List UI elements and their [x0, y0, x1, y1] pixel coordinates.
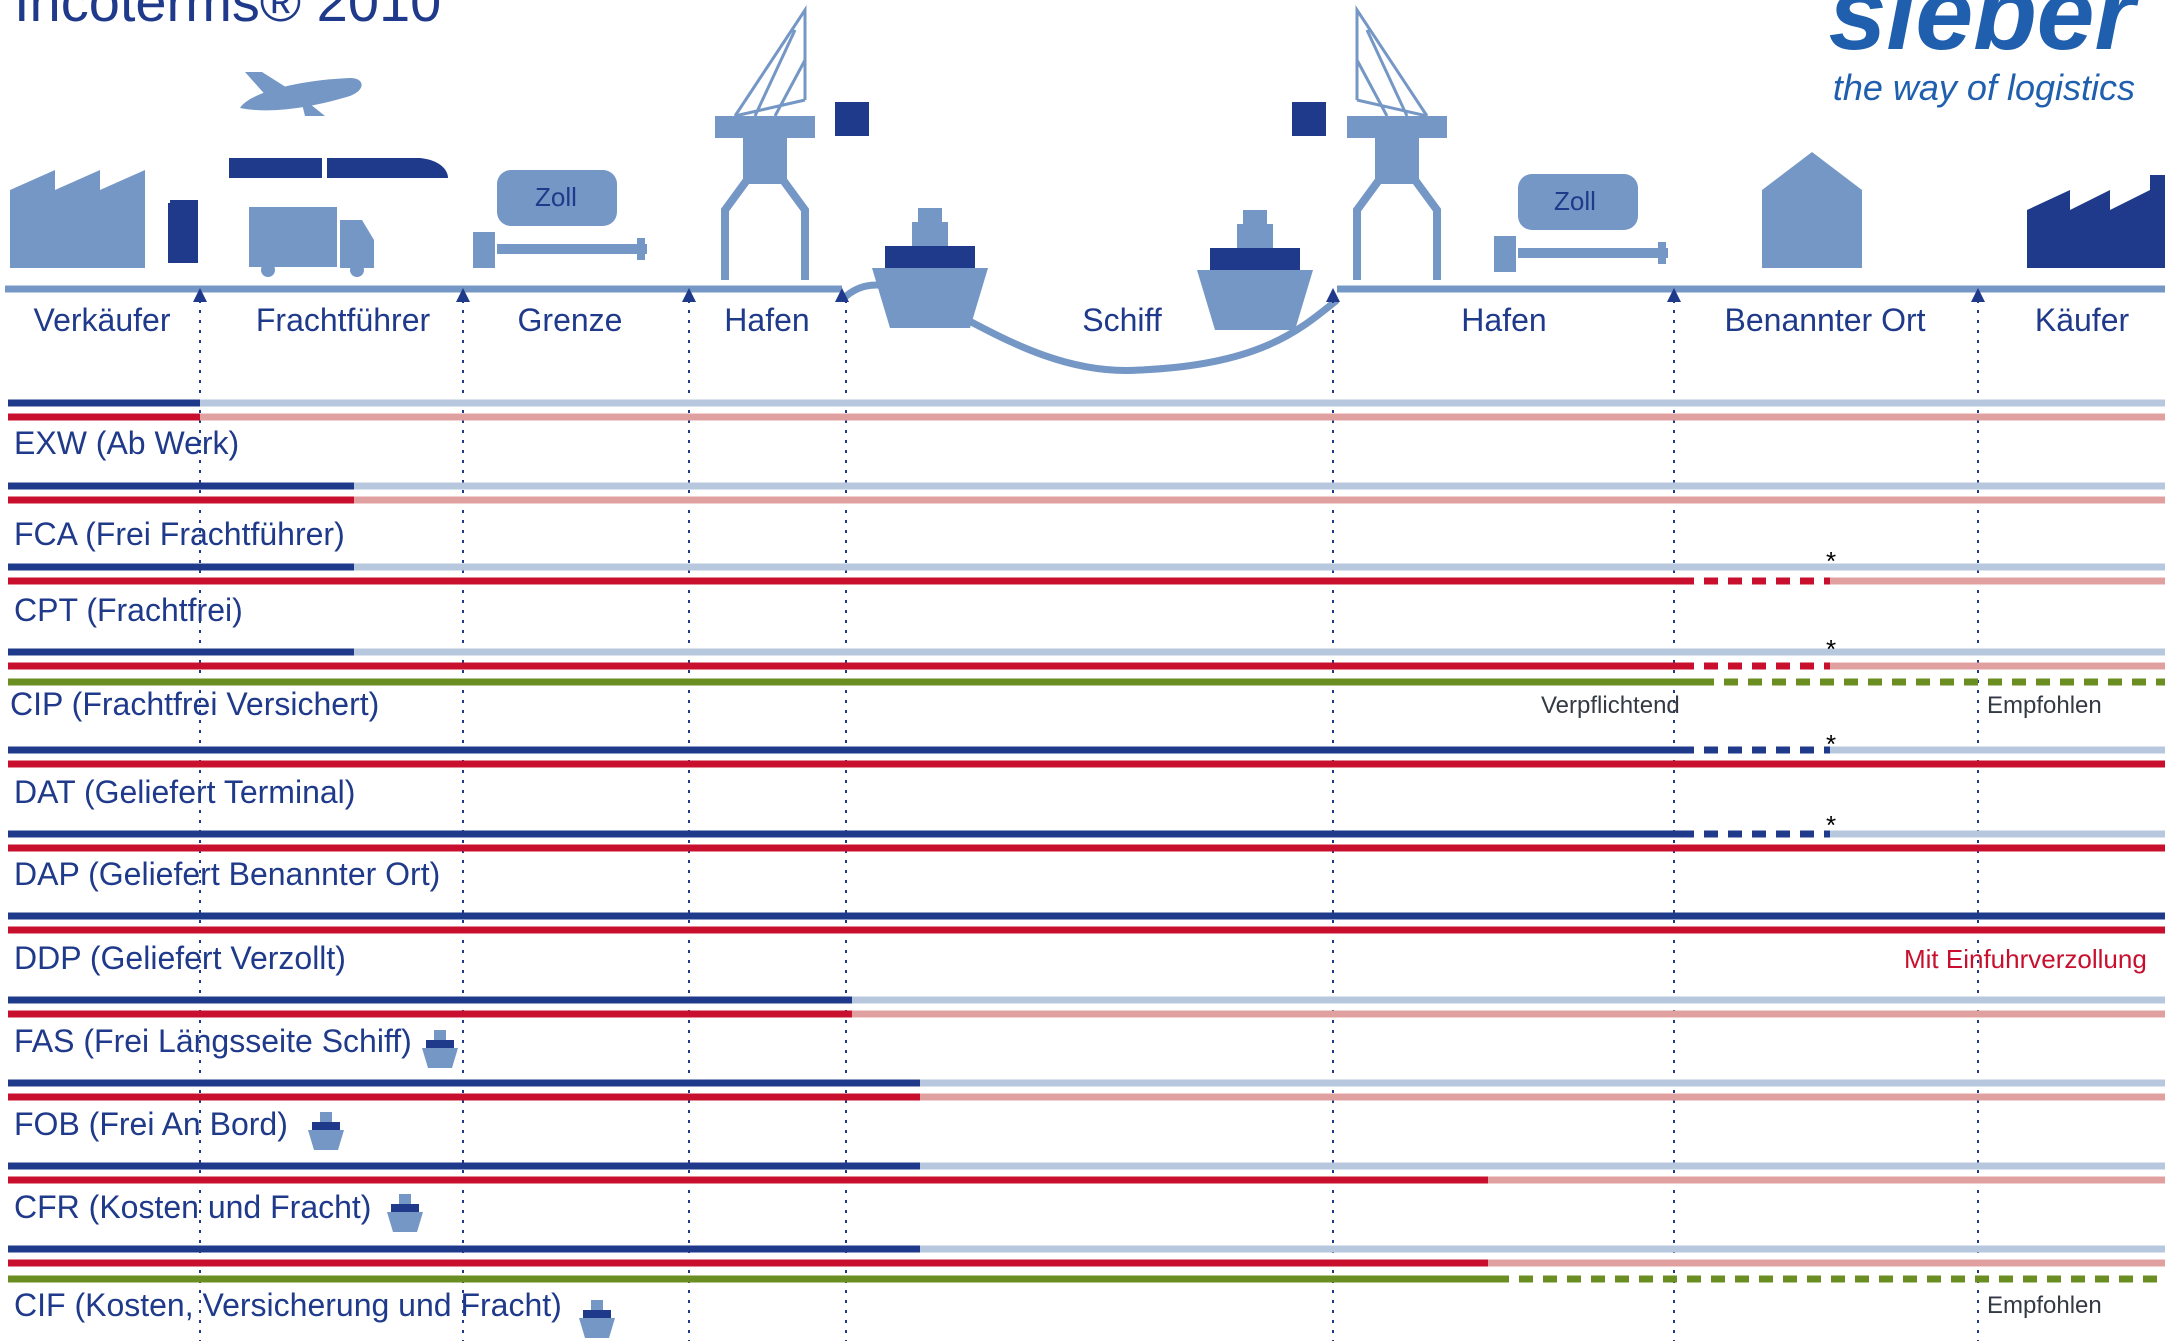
term-label-exw: EXW (Ab Werk) [14, 425, 240, 461]
airplane-icon [240, 72, 362, 116]
ship-small-fas-icon-containers [426, 1040, 454, 1048]
term-label-dat: DAT (Geliefert Terminal) [14, 774, 356, 810]
customs-booth-icon-export [497, 170, 617, 226]
term-label-cif: CIF (Kosten, Versicherung und Fracht) [14, 1287, 562, 1323]
ship-left-icon-bridge [912, 222, 948, 246]
customs-booth-icon-import [1518, 174, 1638, 230]
asterisk-dat: * [1826, 729, 1837, 759]
crane-part [1347, 116, 1447, 138]
barrier-arm-icon-import [1518, 248, 1668, 258]
cargo-box-icon [170, 200, 198, 228]
barrier-end-icon-export [637, 238, 645, 260]
truck-icon [249, 207, 337, 267]
crane-part [1292, 102, 1326, 136]
zone-label-port-destination: Hafen [1461, 302, 1547, 338]
crane-icon [715, 5, 869, 280]
arrow-marker-icon [193, 288, 207, 302]
ship-small-fas-icon-hull [422, 1048, 458, 1068]
barrier-arm-icon-export [497, 244, 647, 254]
barrier-end-icon-import [1658, 242, 1666, 264]
page-title: Incoterms® 2010 [14, 0, 442, 33]
term-label-fas: FAS (Frei Längsseite Schiff) [14, 1023, 412, 1059]
note-empfohlen-cif: Empfohlen [1987, 1292, 2102, 1319]
train-engine-icon [327, 158, 448, 178]
brand-name: sieber [1828, 0, 2135, 72]
arrow-marker-icon [1326, 288, 1340, 302]
ship-small-cfr-icon-containers [391, 1204, 419, 1212]
term-label-cfr: CFR (Kosten und Fracht) [14, 1189, 372, 1225]
zone-label-buyer: Käufer [2034, 302, 2130, 338]
note-import-clearance: Mit Einfuhrverzollung [1904, 944, 2147, 974]
ship-small-cif-icon-bridge [591, 1300, 603, 1310]
ship-left-icon-funnel [918, 208, 942, 222]
ship-small-fob-icon-bridge [320, 1112, 332, 1122]
crane-part [733, 5, 807, 118]
customs-label-export: Zoll [535, 182, 577, 212]
term-label-cip: CIP (Frachtfrei Versichert) [10, 686, 380, 722]
brand-logo: sieber the way of logistics [1829, 0, 2135, 106]
customs-label-import: Zoll [1554, 186, 1596, 216]
ship-small-cif-icon-hull [579, 1318, 615, 1338]
term-label-dap: DAP (Geliefert Benannter Ort) [14, 856, 441, 892]
note-empfohlen-cip: Empfohlen [1987, 692, 2102, 719]
house-named-place-icon [1762, 152, 1862, 268]
note-verpflichtend: Verpflichtend [1541, 692, 1680, 719]
term-label-cpt: CPT (Frachtfrei) [14, 592, 243, 628]
crane-part [743, 138, 787, 182]
zone-label-port-origin: Hafen [724, 302, 810, 338]
zone-label-carrier: Frachtführer [255, 302, 431, 338]
zone-label-named-place: Benannter Ort [1724, 302, 1926, 338]
ship-right-icon-funnel [1243, 210, 1267, 224]
term-label-ddp: DDP (Geliefert Verzollt) [14, 940, 346, 976]
crane-part [835, 102, 869, 136]
brand-tagline: the way of logistics [1832, 67, 2135, 108]
ship-right-icon-containers [1210, 248, 1300, 270]
ship-right-icon-bridge [1237, 224, 1273, 248]
factory-buyer-icon [2027, 175, 2165, 268]
truck-wheel-icon [261, 263, 275, 277]
arrow-marker-icon [1667, 288, 1681, 302]
term-label-fob: FOB (Frei An Bord) [14, 1106, 288, 1142]
crane-icon [1292, 5, 1447, 280]
ship-small-fob-icon-hull [308, 1130, 344, 1150]
arrow-marker-icon [682, 288, 696, 302]
train-car-icon [229, 158, 322, 178]
zone-label-seller: Verkäufer [33, 302, 171, 338]
truck-wheel-icon [350, 263, 364, 277]
zone-label-border: Grenze [517, 302, 623, 338]
factory-seller-icon [10, 170, 145, 268]
ship-small-cfr-icon-hull [387, 1212, 423, 1232]
asterisk-cip: * [1826, 634, 1837, 664]
truck-cab-icon [340, 220, 374, 268]
ship-small-fob-icon-containers [312, 1122, 340, 1130]
crane-part [1355, 5, 1429, 118]
crane-part [1353, 176, 1441, 280]
arrow-marker-icon [835, 288, 849, 302]
ship-small-cif-icon-containers [583, 1310, 611, 1318]
barrier-post-icon-export [473, 232, 495, 268]
sea-route-curve [839, 281, 1340, 374]
arrow-marker-icon [1971, 288, 1985, 302]
asterisk-dap: * [1826, 810, 1837, 840]
zone-label-ship: Schiff [1082, 302, 1162, 338]
asterisk-cpt: * [1826, 546, 1837, 576]
crane-part [721, 176, 809, 280]
ship-left-icon-containers [885, 246, 975, 268]
ship-right-icon-hull [1197, 270, 1313, 330]
ship-small-cfr-icon-bridge [399, 1194, 411, 1204]
crane-part [1375, 138, 1419, 182]
arrow-marker-icon [456, 288, 470, 302]
ship-small-fas-icon-bridge [434, 1030, 446, 1040]
crane-part [715, 116, 815, 138]
term-label-fca: FCA (Frei Frachtführer) [14, 516, 345, 552]
barrier-post-icon-import [1494, 236, 1516, 272]
